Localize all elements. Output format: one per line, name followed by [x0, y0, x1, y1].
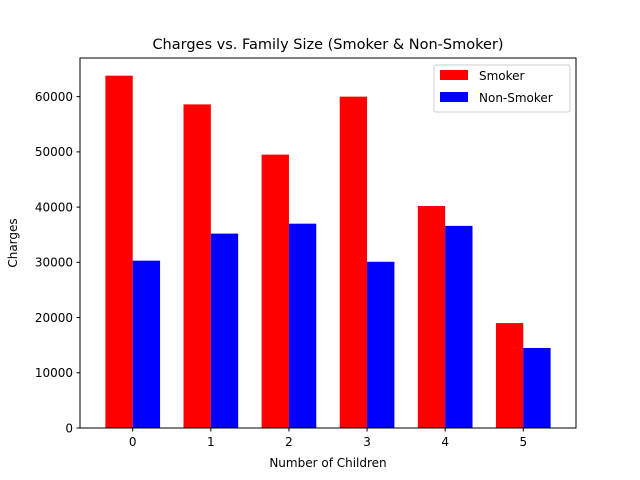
y-axis-ticks: 0 10000 20000 30000 40000 50000 60000: [35, 90, 80, 435]
chart-title: Charges vs. Family Size (Smoker & Non-Sm…: [152, 37, 503, 53]
bar-smoker-5: [495, 323, 524, 428]
y-tick-label: 20000: [35, 311, 73, 325]
x-tick-label: 4: [441, 435, 449, 449]
x-tick-label: 0: [129, 435, 137, 449]
legend-label-non-smoker: Non-Smoker: [479, 91, 553, 105]
legend-swatch-smoker: [440, 70, 468, 80]
bar-non-smoker-4: [445, 225, 473, 428]
bar-smoker-1: [183, 104, 211, 428]
x-tick-label: 3: [363, 435, 371, 449]
bar-smoker-2: [261, 154, 289, 428]
y-tick-label: 40000: [35, 200, 73, 214]
plot-frame: [79, 57, 577, 429]
x-axis-label: Number of Children: [269, 456, 386, 470]
bar-smoker-0: [105, 75, 133, 429]
bar-smoker-3: [339, 96, 368, 428]
bars-group: [105, 75, 551, 429]
bar-non-smoker-1: [210, 233, 239, 428]
bar-non-smoker-2: [288, 223, 317, 428]
x-tick-label: 2: [285, 435, 293, 449]
legend: Smoker Non-Smoker: [433, 64, 571, 113]
legend-swatch-non-smoker: [440, 92, 468, 102]
y-tick-label: 60000: [35, 90, 73, 104]
bar-smoker-4: [417, 206, 446, 428]
x-axis-ticks: 0 1 2 3 4 5: [129, 428, 527, 449]
bar-non-smoker-5: [523, 347, 551, 428]
bar-non-smoker-0: [132, 260, 161, 428]
y-axis-label: Charges: [6, 218, 20, 267]
y-tick-label: 10000: [35, 366, 73, 380]
legend-label-smoker: Smoker: [479, 69, 525, 83]
y-tick-label: 50000: [35, 145, 73, 159]
x-tick-label: 5: [519, 435, 527, 449]
x-tick-label: 1: [207, 435, 215, 449]
y-tick-label: 0: [65, 421, 73, 435]
bar-non-smoker-3: [367, 261, 395, 428]
y-tick-label: 30000: [35, 256, 73, 270]
